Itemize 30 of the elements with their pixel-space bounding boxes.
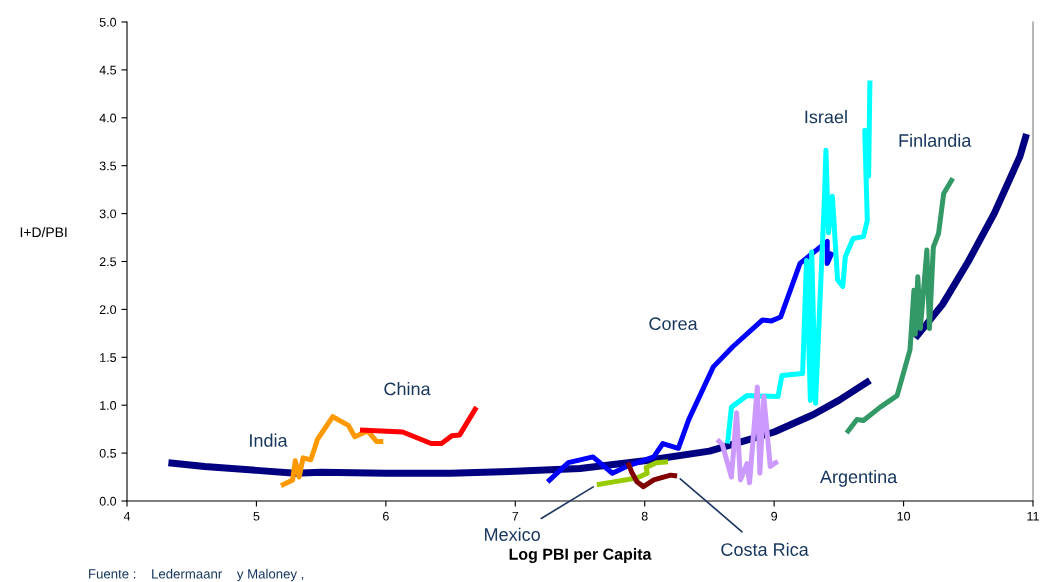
x-tick-label: 4 [123, 511, 131, 521]
x-tick-label: 10 [897, 511, 911, 521]
y-tick-label: 2.5 [99, 257, 117, 267]
y-tick-label: 0.0 [99, 496, 117, 506]
annotation: Finlandia [899, 133, 972, 147]
x-tick-label: 8 [641, 511, 648, 521]
y-tick-label: 4.5 [99, 65, 117, 75]
x-tick-label: 11 [1027, 511, 1039, 521]
y-tick-label: 5.0 [99, 17, 117, 27]
annotation: Argentina [819, 469, 898, 487]
annotation: China [384, 382, 431, 396]
x-tick-label: 5 [253, 511, 260, 521]
y-axis-title: I+D/PBI [20, 227, 67, 238]
y-tick-label: 3.0 [99, 209, 117, 219]
x-axis-title: Log PBI per Capita [509, 548, 652, 564]
annotation: Mexico [484, 527, 540, 541]
y-tick-label: 1.5 [100, 353, 117, 362]
x-tick-label: 6 [383, 511, 389, 521]
annotation: Israel [805, 110, 847, 124]
annotation: Costa Rica [721, 542, 809, 556]
x-tick-label: 7 [512, 511, 519, 521]
annotation: Corea [649, 317, 698, 331]
y-tick-label: 0.5 [99, 448, 117, 458]
y-tick-label: 1.0 [100, 401, 117, 410]
x-tick-label: 9 [771, 511, 778, 521]
y-tick-label: 3.5 [99, 161, 117, 171]
source-note: Fuente : Ledermaanr y Maloney , [89, 568, 304, 582]
y-tick-label: 4.0 [99, 113, 117, 123]
y-tick-label: 2.0 [99, 305, 117, 315]
annotation: India [250, 433, 288, 447]
